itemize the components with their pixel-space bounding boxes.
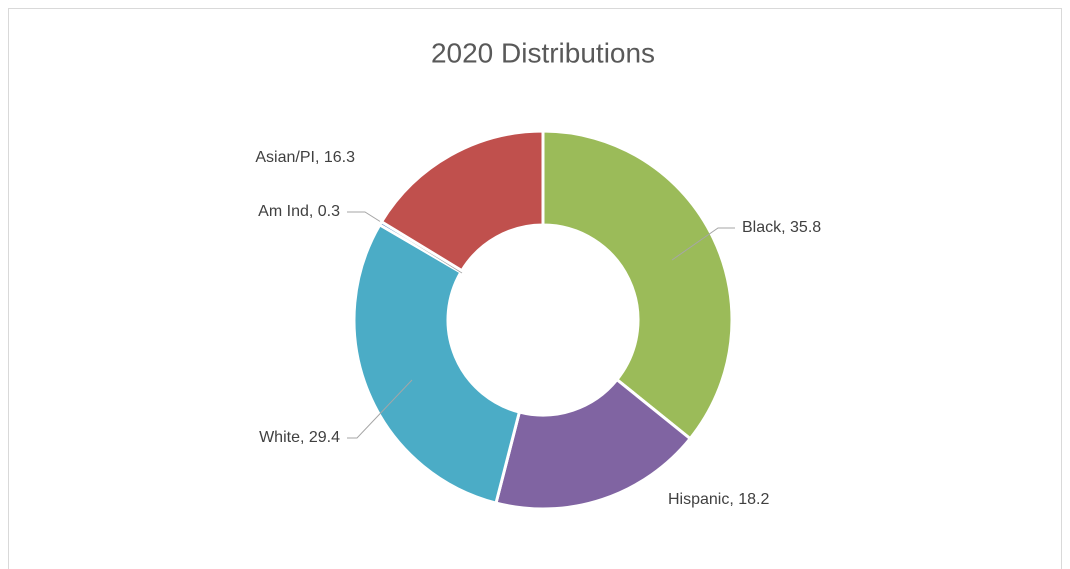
donut-slice: Asian/PI <box>379 129 545 273</box>
donut-slice: Black <box>541 129 734 441</box>
data-label: Black, 35.8 <box>742 219 821 236</box>
leader-line <box>671 227 735 261</box>
leader-line <box>347 379 413 439</box>
data-label: Am Ind, 0.3 <box>258 203 340 220</box>
donut-slice: White <box>352 222 522 505</box>
chart-title: 2020 Distributions <box>431 37 655 68</box>
data-label: Asian/PI, 16.3 <box>255 149 355 166</box>
data-label: White, 29.4 <box>259 429 340 446</box>
donut-slice: Hispanic <box>494 377 693 511</box>
data-label: Hispanic, 18.2 <box>668 491 769 508</box>
